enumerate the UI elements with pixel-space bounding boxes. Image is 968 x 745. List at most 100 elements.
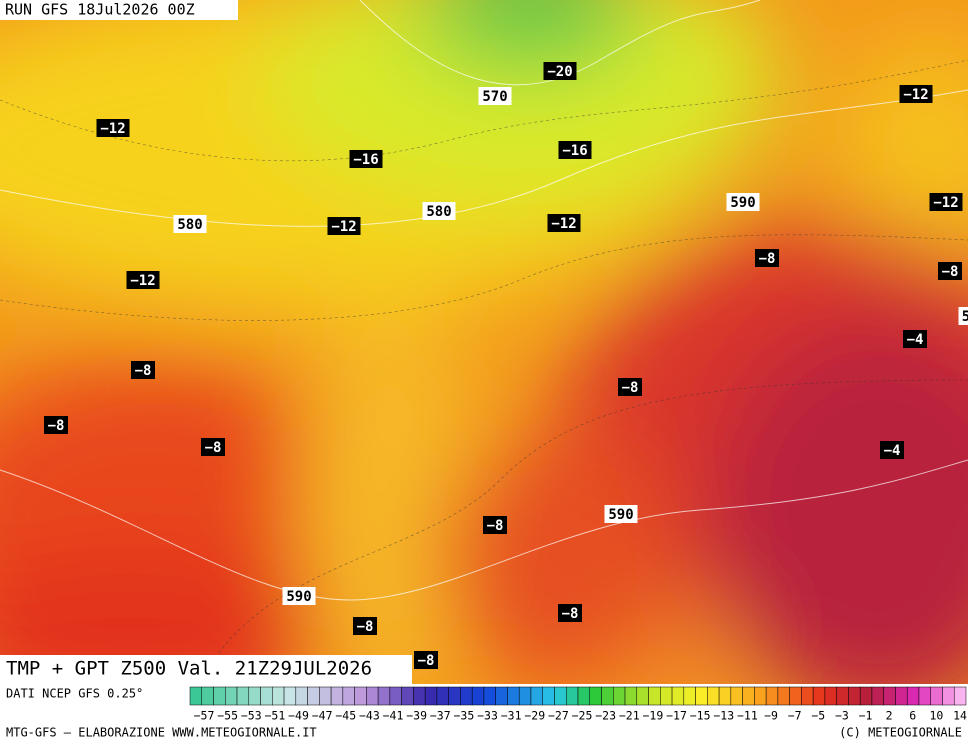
contour-label-text: −8: [205, 440, 222, 456]
contour-label-text: −8: [48, 418, 65, 434]
contour-label-box: [899, 85, 933, 103]
scale-label: −47: [312, 709, 333, 723]
scale-swatch: [354, 686, 367, 706]
scale-swatch: [754, 686, 767, 706]
contour-label-text: 570: [482, 89, 507, 105]
map-title: TMP + GPT Z500 Val. 21Z29JUL2026: [6, 658, 372, 680]
scale-label: −7: [788, 709, 802, 723]
contour-label: −16: [558, 141, 592, 159]
scale-swatch: [660, 686, 673, 706]
copyright-label: (C) METEOGIORNALE: [839, 726, 962, 740]
contour-label-text: −8: [487, 518, 504, 534]
scale-label: −35: [453, 709, 474, 723]
scale-swatch: [613, 686, 626, 706]
scale-swatch: [718, 686, 732, 706]
scale-swatch: [366, 686, 379, 706]
contour-label-text: −12: [130, 273, 155, 289]
contour-label-box: [44, 416, 68, 434]
scale-swatch: [624, 686, 638, 706]
contour-label-text: −12: [331, 219, 356, 235]
contour-label-box: [96, 119, 130, 137]
scale-label: −53: [241, 709, 262, 723]
scale-label: −49: [288, 709, 309, 723]
contour-label-text: −8: [135, 363, 152, 379]
contour-label: −16: [349, 150, 383, 168]
contour-label-box: [929, 193, 963, 211]
credit-label: MTG-GFS – ELABORAZIONE WWW.METEOGIORNALE…: [6, 726, 317, 740]
scale-label: −21: [619, 709, 640, 723]
scale-label: −29: [524, 709, 545, 723]
contour-label-text: −8: [562, 606, 579, 622]
scale-swatch: [319, 686, 332, 706]
scale-swatch: [777, 686, 790, 706]
contour-label: 5: [958, 307, 968, 325]
scale-swatch: [636, 686, 649, 706]
contour-label-text: −12: [933, 195, 958, 211]
scale-swatch: [918, 686, 931, 706]
scale-swatch: [248, 686, 261, 706]
scale-swatch: [801, 686, 814, 706]
contour-label-text: −12: [551, 216, 576, 232]
contour-label: −12: [96, 119, 130, 137]
contour-label-box: [173, 215, 207, 233]
contour-label-box: [349, 150, 383, 168]
scale-swatch: [589, 686, 602, 706]
contour-label-text: −12: [100, 121, 125, 137]
scale-swatch: [812, 686, 826, 706]
contour-label: −4: [880, 441, 904, 459]
scale-swatch: [330, 686, 344, 706]
contour-label: −12: [126, 271, 160, 289]
scale-swatch: [942, 686, 955, 706]
map-field: [0, 0, 968, 684]
contour-label: −20: [543, 62, 577, 80]
scale-swatch: [765, 686, 779, 706]
contour-label-text: −20: [547, 64, 572, 80]
scale-swatch: [530, 686, 543, 706]
contour-label-text: −8: [418, 653, 435, 669]
contour-label-box: [422, 202, 456, 220]
contour-label: −8: [353, 617, 377, 635]
scale-swatch: [236, 686, 250, 706]
scale-label: −1: [859, 709, 873, 723]
contour-label-text: 580: [177, 217, 202, 233]
scale-label: −25: [572, 709, 593, 723]
contour-label-box: [543, 62, 577, 80]
scale-label: −37: [430, 709, 451, 723]
scale-swatch: [836, 686, 849, 706]
scale-swatch: [648, 686, 661, 706]
color-scale: −57 −55 −53 −51 −49 −47 −45 −43 −41 −39 −37 −35 −33−…: [189, 686, 967, 723]
scale-label: −19: [642, 709, 663, 723]
contour-label-box: [558, 604, 582, 622]
contour-label-text: −8: [357, 619, 374, 635]
scale-swatch: [413, 686, 426, 706]
scale-swatch: [871, 686, 884, 706]
scale-swatch: [695, 686, 708, 706]
scale-swatch: [342, 686, 355, 706]
contour-label: −8: [414, 651, 438, 669]
contour-label: −8: [938, 262, 962, 280]
scale-swatch: [859, 686, 873, 706]
scale-swatch: [883, 686, 896, 706]
scale-swatch: [377, 686, 391, 706]
scale-swatch: [742, 686, 755, 706]
scale-swatch: [707, 686, 720, 706]
contour-label-box: [618, 378, 642, 396]
scale-swatch: [225, 686, 238, 706]
contour-label: −4: [903, 330, 927, 348]
scale-label: −33: [477, 709, 498, 723]
scale-label: −27: [548, 709, 569, 723]
contour-label: −8: [201, 438, 225, 456]
contour-label: −8: [44, 416, 68, 434]
contour-label: −12: [899, 85, 933, 103]
contour-label: 580: [173, 215, 207, 233]
scale-swatch: [518, 686, 532, 706]
contour-label-text: 590: [286, 589, 311, 605]
scale-swatch: [554, 686, 567, 706]
scale-swatch: [448, 686, 461, 706]
scale-label: −15: [690, 709, 711, 723]
scale-label: −9: [764, 709, 778, 723]
contour-label-box: [604, 505, 638, 523]
contour-label-text: 590: [608, 507, 633, 523]
